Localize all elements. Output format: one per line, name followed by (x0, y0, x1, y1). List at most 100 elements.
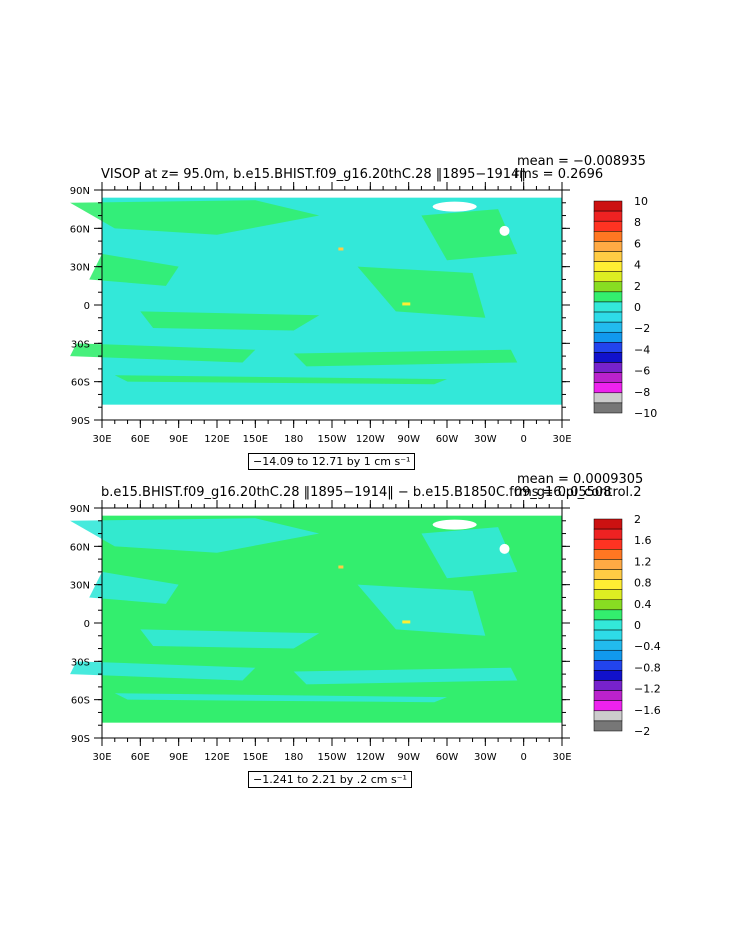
island-mask (76, 564, 89, 579)
rms-label: rms = 0.05508 (514, 485, 612, 500)
y-tick-label: 90N (70, 186, 90, 197)
x-tick-label: 90W (397, 752, 420, 763)
y-tick-label: 30S (71, 657, 90, 668)
rms-label: rms = 0.2696 (514, 167, 604, 182)
plot-title: VISOP at z= 95.0m, b.e15.BHIST.f09_g16.2… (101, 167, 526, 182)
x-tick-label: 90E (169, 434, 188, 445)
anomaly-patch (140, 629, 320, 649)
colorbar-swatch (593, 281, 623, 293)
y-tick-label: 30N (70, 263, 90, 274)
x-tick-label: 0 (520, 434, 526, 445)
colorbar-label: 6 (634, 237, 641, 250)
colorbar-swatch (593, 660, 623, 671)
colorbar-label: 1.6 (634, 534, 652, 547)
x-tick-label: 150E (243, 434, 268, 445)
colorbar-swatch (593, 690, 623, 701)
colorbar-swatch (593, 649, 623, 661)
range-label: −14.09 to 12.71 by 1 cm s⁻¹ (248, 453, 416, 470)
x-tick-label: 180 (284, 752, 303, 763)
plot-title: b.e15.BHIST.f09_g16.20thC.28 ‖1895−1914‖… (101, 485, 642, 500)
colorbar-label: 0 (634, 619, 641, 632)
x-tick-label: 90E (169, 752, 188, 763)
colorbar-label: 0.8 (634, 577, 652, 590)
colorbar-label: 0.4 (634, 598, 652, 611)
x-tick-label: 150W (318, 434, 347, 445)
colorbar-swatch (593, 559, 623, 570)
y-tick-label: 30N (70, 581, 90, 592)
colorbar-label: 0 (634, 301, 641, 314)
anomaly-patch (140, 311, 320, 331)
colorbar-swatch (593, 629, 623, 641)
colorbar-swatch (593, 261, 623, 272)
anomaly-speck (338, 565, 344, 569)
anomaly-patch (357, 584, 486, 636)
colorbar-label: −0.4 (634, 640, 661, 653)
range-label: −1.241 to 2.21 by .2 cm s⁻¹ (248, 771, 412, 788)
map-svg: 30E 60E 90E 120E 150E 180 150W 120W 90W 60W 30W 0 30… (70, 500, 661, 763)
colorbar-swatch (593, 220, 623, 232)
anomaly-speck (402, 620, 411, 624)
anomaly-patch (293, 667, 518, 685)
x-tick-label: 30E (92, 752, 111, 763)
colorbar-swatch (593, 311, 623, 323)
colorbar-label: 4 (634, 259, 641, 272)
x-tick-label: 0 (520, 752, 526, 763)
anomaly-patch (114, 375, 448, 385)
colorbar-swatch (593, 331, 623, 343)
x-tick-label: 60W (436, 752, 459, 763)
x-tick-label: 60E (131, 752, 150, 763)
anomaly-patch (89, 571, 179, 604)
x-tick-label: 60E (131, 434, 150, 445)
colorbar-label: −8 (634, 386, 650, 399)
x-tick-label: 150E (243, 752, 268, 763)
x-tick-label: 30E (92, 434, 111, 445)
colorbar-swatch (593, 599, 623, 611)
colorbar-label: −4 (634, 343, 650, 356)
x-tick-label: 30E (552, 752, 571, 763)
colorbar-label: 10 (634, 195, 648, 208)
colorbar-swatch (593, 569, 623, 580)
x-tick-label: 120W (356, 434, 385, 445)
colorbar-label: −10 (634, 407, 657, 420)
colorbar-swatch (593, 528, 623, 540)
x-tick-label: 30E (552, 434, 571, 445)
colorbar-swatch (593, 619, 623, 631)
anomaly-patch (70, 518, 320, 553)
colorbar-label: −2 (634, 322, 650, 335)
x-tick-label: 120W (356, 752, 385, 763)
y-tick-label: 60S (71, 378, 90, 389)
colorbar-label: 1.2 (634, 555, 652, 568)
colorbar-swatch (593, 589, 623, 601)
colorbar-swatch (593, 549, 623, 560)
x-tick-label: 30W (474, 434, 497, 445)
colorbar-swatch (593, 700, 623, 712)
colorbar-swatch (593, 251, 623, 262)
y-tick-label: 90S (71, 416, 90, 427)
y-tick-label: 60N (70, 542, 90, 553)
colorbar-swatch (593, 301, 623, 313)
colorbar-swatch (593, 271, 623, 283)
colorbar-swatch (593, 241, 623, 252)
x-tick-label: 180 (284, 434, 303, 445)
colorbar-swatch (593, 720, 623, 732)
colorbar-swatch (593, 579, 623, 590)
y-tick-label: 0 (84, 301, 90, 312)
mean-label: mean = −0.008935 (517, 154, 646, 169)
anomaly-patch (70, 343, 256, 363)
y-tick-label: 90N (70, 504, 90, 515)
anomaly-patch (357, 266, 486, 318)
island-mask (69, 268, 78, 281)
island-mask (499, 543, 510, 554)
y-tick-label: 60S (71, 696, 90, 707)
anomaly-patch (293, 349, 518, 367)
greenland-mask (432, 519, 477, 530)
map-panel-1: mean = −0.008935 VISOP at z= 95.0m, b.e1… (0, 150, 733, 470)
colorbar-label: −6 (634, 365, 650, 378)
colorbar-label: 8 (634, 216, 641, 229)
colorbar-swatch (593, 392, 623, 404)
island-mask (76, 246, 89, 261)
colorbar-swatch (593, 321, 623, 333)
colorbar-label: −0.8 (634, 661, 661, 674)
colorbar-swatch (593, 372, 623, 383)
colorbar-swatch (593, 609, 623, 621)
